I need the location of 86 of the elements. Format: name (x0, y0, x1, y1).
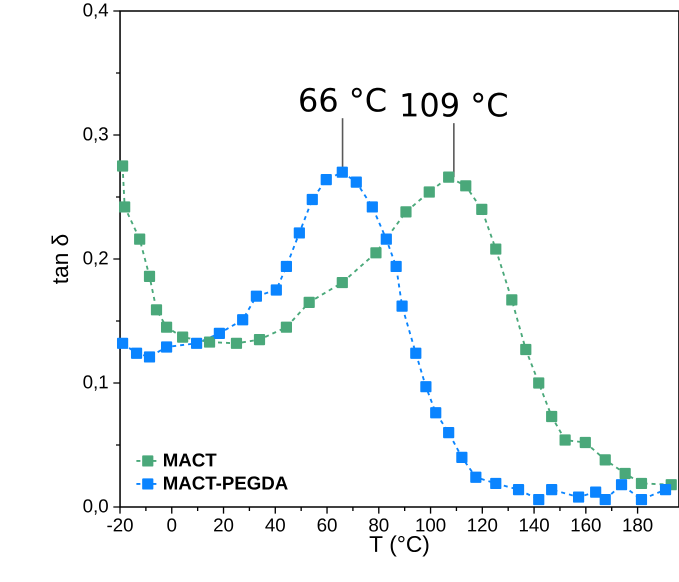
point (546, 410, 558, 422)
x-tick-label: 80 (369, 518, 388, 532)
x-tick-label: 160 (572, 518, 601, 532)
point (320, 174, 332, 186)
point (191, 338, 202, 349)
point (396, 300, 408, 312)
y-tick-label: 0,0 (83, 499, 108, 515)
y-tick-label: 0,2 (83, 251, 108, 267)
point (572, 491, 584, 503)
point (280, 322, 292, 333)
point (230, 338, 242, 349)
point (306, 194, 318, 206)
point (400, 206, 412, 218)
legend-label: MACT-PEGDA (164, 476, 288, 490)
point (424, 186, 435, 198)
point (420, 381, 432, 392)
point (134, 234, 146, 245)
point (116, 338, 128, 349)
x-tick-label: -20 (107, 518, 133, 532)
point (512, 484, 524, 496)
point (520, 344, 532, 356)
point (546, 484, 558, 496)
point (476, 204, 488, 215)
point (160, 322, 172, 333)
point (620, 468, 631, 480)
point (506, 294, 518, 306)
point (490, 478, 502, 490)
point (560, 434, 571, 446)
point (336, 166, 348, 178)
y-tick-label: 0,3 (83, 127, 108, 143)
point (150, 304, 162, 316)
x-tick-label: 60 (318, 518, 337, 532)
point (350, 176, 362, 188)
x-tick-label: 20 (214, 518, 234, 532)
point (600, 494, 611, 506)
point (214, 328, 225, 339)
point (580, 436, 591, 448)
point (443, 172, 454, 183)
x-axis-title: T (°C) (370, 535, 428, 557)
point (144, 270, 156, 282)
point (636, 478, 648, 490)
point (380, 234, 392, 245)
point (636, 494, 648, 506)
point (280, 260, 292, 272)
point (410, 348, 422, 359)
point (370, 247, 382, 258)
point (116, 160, 128, 172)
point (237, 314, 248, 326)
y-tick-label: 0,4 (83, 3, 108, 19)
point (366, 201, 378, 213)
point (250, 290, 262, 302)
point (336, 276, 348, 288)
point (177, 332, 188, 343)
x-tick-label: 100 (416, 518, 446, 532)
point (456, 452, 468, 463)
point (270, 284, 282, 296)
point (600, 454, 611, 466)
annotation: 66 °C (300, 88, 386, 112)
point (460, 180, 472, 192)
x-tick-label: 180 (623, 518, 652, 532)
x-tick-label: 40 (265, 518, 285, 532)
point (470, 472, 482, 483)
point (130, 348, 142, 359)
x-tick-label: 120 (468, 518, 498, 532)
point (443, 426, 454, 438)
point (204, 336, 216, 348)
point (490, 243, 502, 255)
point (119, 201, 130, 213)
y-tick-label: 0,1 (83, 375, 108, 391)
annotation: 109 °C (402, 92, 507, 117)
x-tick-label: 140 (520, 518, 549, 532)
point (144, 351, 156, 363)
point (254, 334, 266, 346)
y-axis-title: tan δ (52, 234, 68, 284)
point (390, 260, 402, 272)
point (304, 296, 315, 308)
point (660, 484, 672, 496)
point (533, 377, 544, 389)
point (616, 479, 628, 490)
point (430, 407, 442, 418)
point (533, 494, 544, 506)
point (590, 486, 602, 498)
point (160, 341, 172, 353)
x-tick-label: 0 (167, 518, 176, 532)
legend-label: MACT (164, 453, 216, 467)
point (294, 227, 305, 239)
